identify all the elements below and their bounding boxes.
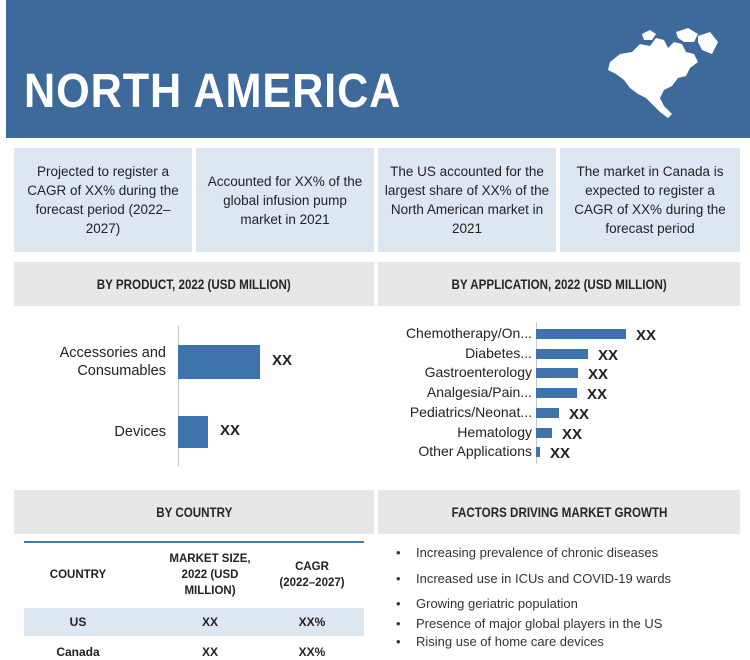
table-cell: Canada bbox=[56, 645, 100, 659]
application-category-label: Analgesia/Pain... bbox=[426, 384, 532, 401]
product-value-label: XX bbox=[220, 422, 241, 439]
bullet-icon: • bbox=[396, 571, 401, 586]
highlight-box: The US accounted for the largest share o… bbox=[378, 148, 556, 252]
table-cell: US bbox=[69, 615, 87, 629]
highlight-text: The US accounted for the largest share o… bbox=[384, 164, 550, 236]
factor-text: Presence of major global players in the … bbox=[416, 616, 663, 631]
region-title: NORTH AMERICA bbox=[24, 65, 402, 118]
product-bar bbox=[178, 345, 260, 379]
product-axis-line bbox=[178, 326, 179, 466]
application-value-label: XX bbox=[562, 425, 583, 443]
application-value-label: XX bbox=[550, 445, 571, 463]
product-category-line: Devices bbox=[114, 424, 166, 440]
table-header-cell: CAGR (2022–2027) bbox=[262, 559, 362, 591]
table-row bbox=[24, 638, 364, 660]
product-bar bbox=[178, 416, 208, 448]
table-cell: XX% bbox=[298, 645, 326, 659]
table-header-line: 2022 (USD bbox=[181, 569, 239, 581]
product-category-line: Consumables bbox=[77, 363, 166, 379]
table-header-line: MARKET SIZE, bbox=[169, 553, 251, 565]
application-bar bbox=[536, 407, 559, 418]
highlight-box: Projected to register a CAGR of XX% duri… bbox=[14, 148, 192, 252]
application-category-label: Chemotherapy/On... bbox=[405, 325, 532, 341]
application-bar bbox=[536, 447, 540, 458]
application-bar bbox=[536, 427, 552, 438]
product-category-label: Accessories and Consumables bbox=[60, 344, 166, 380]
table-cell: XX% bbox=[298, 615, 326, 629]
bullet-icon: • bbox=[396, 596, 401, 611]
table-header-cell: MARKET SIZE, 2022 (USD MILLION) bbox=[155, 551, 265, 599]
factor-item: • Increased use in ICUs and COVID-19 ward… bbox=[396, 571, 671, 586]
application-category-label: Gastroenterology bbox=[424, 364, 532, 381]
application-value-label: XX bbox=[598, 346, 619, 364]
highlight-box: Accounted for XX% of the global infusion… bbox=[196, 148, 374, 252]
bullet-icon: • bbox=[396, 545, 401, 560]
application-category-label: Diabetes... bbox=[465, 344, 532, 361]
application-value-label: XX bbox=[587, 386, 608, 404]
table-cell: XX bbox=[201, 645, 218, 659]
highlights-row: Projected to register a CAGR of XX% duri… bbox=[14, 148, 740, 252]
application-bar bbox=[536, 348, 588, 359]
factor-item: • Increasing prevalence of chronic diseas… bbox=[396, 545, 658, 560]
application-bar bbox=[536, 388, 577, 399]
application-category-label: Hematology bbox=[457, 423, 532, 440]
by-country-header: BY COUNTRY bbox=[14, 490, 374, 534]
table-cell: XX bbox=[201, 615, 218, 629]
factor-item: • Growing geriatric population bbox=[396, 596, 578, 611]
factor-text: Increasing prevalence of chronic disease… bbox=[416, 545, 659, 560]
product-value-label: XX bbox=[272, 352, 293, 369]
application-value-label: XX bbox=[569, 405, 590, 423]
factor-item: • Rising use of home care devices bbox=[396, 634, 604, 649]
application-category-label: Pediatrics/Neonat... bbox=[409, 403, 532, 420]
highlight-box: The market in Canada is expected to regi… bbox=[560, 148, 740, 252]
product-category-label: Devices bbox=[114, 423, 166, 441]
table-header-line: (2022–2027) bbox=[279, 577, 345, 589]
table-header-line: MILLION) bbox=[184, 585, 236, 597]
factors-header: FACTORS DRIVING MARKET GROWTH bbox=[378, 490, 740, 534]
application-value-label: XX bbox=[588, 366, 609, 384]
factor-item: • Presence of major global players in the… bbox=[396, 616, 662, 631]
table-row bbox=[24, 608, 364, 636]
bullet-icon: • bbox=[396, 616, 401, 631]
factor-text: Rising use of home care devices bbox=[416, 634, 604, 649]
highlight-text: Projected to register a CAGR of XX% duri… bbox=[27, 164, 179, 236]
table-header-cell: COUNTRY bbox=[28, 567, 128, 583]
factor-text: Growing geriatric population bbox=[416, 596, 578, 611]
table-header-line: COUNTRY bbox=[49, 569, 107, 581]
highlight-text: Accounted for XX% of the global infusion… bbox=[207, 173, 363, 227]
table-top-rule bbox=[24, 541, 364, 543]
table-header-line: CAGR bbox=[295, 561, 329, 573]
highlight-text: The market in Canada is expected to regi… bbox=[574, 164, 726, 236]
by-application-header: BY APPLICATION, 2022 (USD MILLION) bbox=[378, 262, 740, 306]
application-category-label: Other Applications bbox=[418, 443, 532, 460]
application-bar bbox=[536, 368, 578, 379]
by-product-header: BY PRODUCT, 2022 (USD MILLION) bbox=[14, 262, 374, 306]
factor-text: Increased use in ICUs and COVID-19 wards bbox=[416, 571, 672, 586]
north-america-map-icon bbox=[608, 28, 718, 118]
application-bar bbox=[536, 329, 626, 339]
header-banner: NORTH AMERICA bbox=[6, 0, 750, 138]
bullet-icon: • bbox=[396, 634, 401, 649]
application-value-label: XX bbox=[636, 327, 657, 344]
product-category-line: Accessories and bbox=[59, 345, 166, 361]
